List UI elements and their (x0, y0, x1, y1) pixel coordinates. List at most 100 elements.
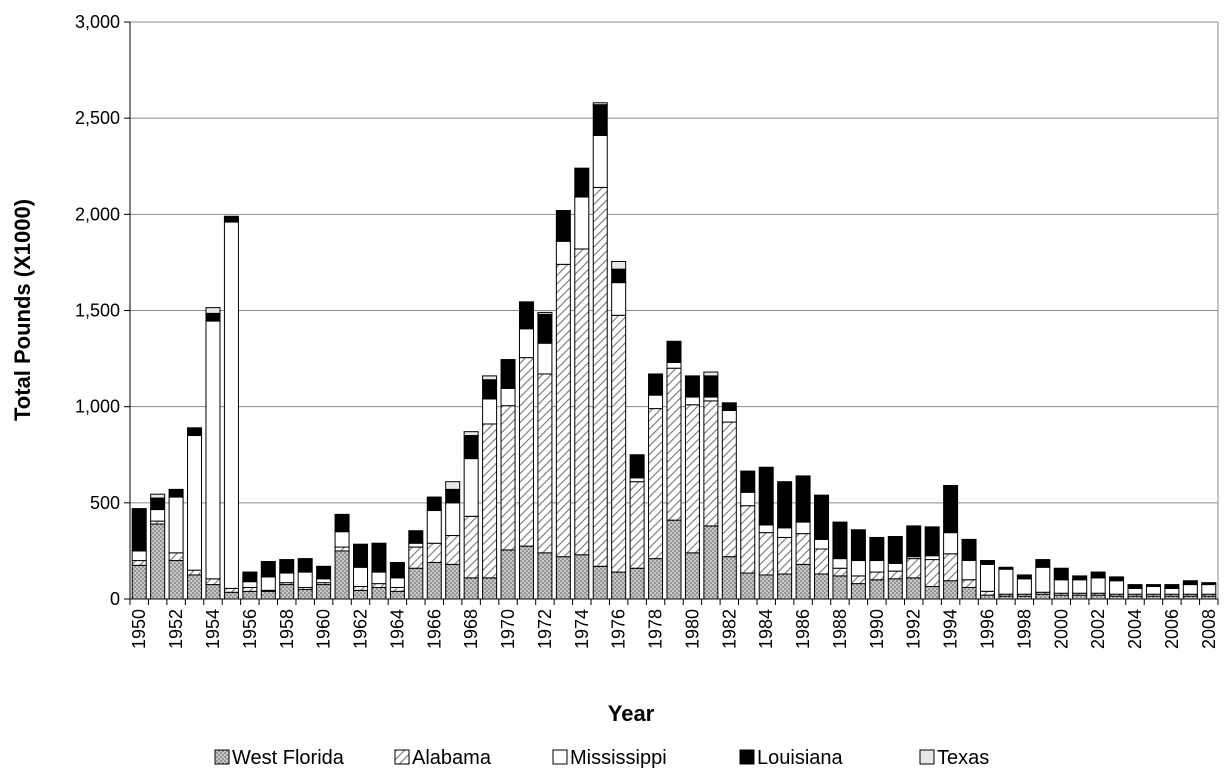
bar-segment-alabama (887, 570, 903, 580)
bar-segment-mississippi (1182, 584, 1198, 595)
bar-segment-louisiana (500, 359, 516, 389)
bar-segment-west-florida (279, 584, 295, 600)
x-axis-ticks: 1950 1952 1954 1956 1958 1960 1962 1964 1966 1968… (129, 599, 1219, 649)
bar-segment-louisiana (205, 312, 221, 322)
bar-segment-alabama (961, 579, 977, 588)
bar-segment-alabama (168, 552, 184, 562)
bar-segment-alabama (426, 542, 442, 563)
bar-segment-louisiana (131, 508, 147, 552)
x-tick-label: 1988 (830, 609, 850, 649)
bar-segment-louisiana (721, 402, 737, 412)
bar-segment-west-florida (906, 577, 922, 600)
y-tick-label: 1,000 (75, 397, 120, 417)
bar-segment-louisiana (242, 571, 258, 583)
x-tick-label: 1966 (424, 609, 444, 649)
bar-segment-mississippi (131, 550, 147, 562)
x-tick-label: 1964 (387, 609, 407, 649)
bar-segment-texas (611, 260, 627, 270)
y-tick-label: 2,000 (75, 204, 120, 224)
bar-segment-alabama (518, 357, 534, 547)
bar-segment-west-florida (574, 554, 590, 600)
bar-segment-mississippi (555, 240, 571, 265)
bar-segment-louisiana (629, 454, 645, 479)
bar-segment-texas (463, 431, 479, 437)
bar-segment-louisiana (1127, 584, 1143, 589)
bar-segment-mississippi (500, 387, 516, 407)
x-axis-label: Year (608, 701, 655, 726)
bar-segment-alabama (611, 314, 627, 573)
bar-segment-louisiana (445, 488, 461, 504)
bar-segment-louisiana (1016, 574, 1032, 580)
x-tick-label: 1970 (498, 609, 518, 649)
bar-segment-mississippi (408, 542, 424, 548)
x-tick-label: 2004 (1125, 609, 1145, 649)
x-tick-label: 2006 (1162, 609, 1182, 649)
bar-segment-louisiana (611, 268, 627, 284)
bar-segment-alabama (187, 569, 203, 576)
legend-label: Mississippi (570, 747, 667, 769)
x-tick-label: 1990 (867, 609, 887, 649)
bar-segment-mississippi (740, 491, 756, 507)
bar-segment-louisiana (353, 543, 369, 568)
bar-segment-texas (482, 375, 498, 381)
bar-segment-west-florida (795, 563, 811, 600)
bar-segment-mississippi (1016, 578, 1032, 595)
bar-segment-louisiana (648, 373, 664, 396)
bar-segment-louisiana (1053, 567, 1069, 581)
bar-segment-west-florida (721, 556, 737, 600)
bar-segment-mississippi (463, 458, 479, 517)
bar-segment-west-florida (666, 519, 682, 600)
x-tick-label: 1968 (461, 609, 481, 649)
legend-swatch (739, 749, 755, 765)
bar-segment-mississippi (1127, 587, 1143, 595)
bar-segment-mississippi (445, 502, 461, 537)
legend-item-mississippi: Mississippi (552, 747, 667, 769)
bar-segment-west-florida (758, 574, 774, 600)
bar-segment-mississippi (1090, 577, 1106, 594)
x-tick-label: 1998 (1014, 609, 1034, 649)
bar-segment-louisiana (850, 529, 866, 562)
legend-label: West Florida (232, 747, 345, 769)
bar-segment-alabama (832, 567, 848, 577)
bar-segment-west-florida (629, 567, 645, 600)
bar-segment-west-florida (150, 523, 166, 600)
bar-segment-mississippi (205, 320, 221, 580)
bar-segment-mississippi (1164, 587, 1180, 595)
bar-segment-louisiana (408, 530, 424, 544)
bar-segment-louisiana (168, 488, 184, 498)
bar-segment-louisiana (518, 301, 534, 330)
legend: West Florida Alabama Mississippi Louisiana T… (214, 747, 989, 769)
legend-swatch (919, 749, 935, 765)
bar-segment-west-florida (777, 573, 793, 600)
bar-segment-west-florida (1053, 594, 1069, 600)
bar-segment-louisiana (1164, 584, 1180, 589)
bar-segment-mississippi (1201, 584, 1217, 595)
x-tick-label: 2008 (1199, 609, 1219, 649)
bar-segment-west-florida (943, 580, 959, 600)
y-axis-label: Total Pounds (X1000) (10, 199, 35, 421)
bar-segment-mississippi (1145, 586, 1161, 595)
legend-swatch (214, 749, 230, 765)
bar-segment-west-florida (168, 560, 184, 600)
bar-segment-mississippi (574, 196, 590, 250)
legend-item-texas: Texas (919, 747, 989, 769)
bar-segment-louisiana (1201, 582, 1217, 586)
legend-label: Texas (937, 747, 989, 769)
x-tick-label: 1950 (129, 609, 149, 649)
bar-segment-west-florida (353, 589, 369, 600)
bar-segment-louisiana (998, 566, 1014, 570)
bar-segment-mississippi (518, 328, 534, 359)
bar-segment-west-florida (389, 590, 405, 600)
bar-segment-alabama (371, 583, 387, 588)
bar-segment-west-florida (205, 584, 221, 600)
bar-segment-louisiana (555, 209, 571, 242)
bar-segment-mississippi (1053, 579, 1069, 594)
bar-segment-louisiana (740, 470, 756, 493)
x-tick-label: 2000 (1051, 609, 1071, 649)
legend-item-alabama: Alabama (394, 747, 492, 769)
legend-item-west-florida: West Florida (214, 747, 345, 769)
bar-segment-alabama (445, 535, 461, 565)
y-tick-label: 2,500 (75, 108, 120, 128)
bar-segment-west-florida (316, 584, 332, 600)
bar-segment-alabama (482, 423, 498, 579)
